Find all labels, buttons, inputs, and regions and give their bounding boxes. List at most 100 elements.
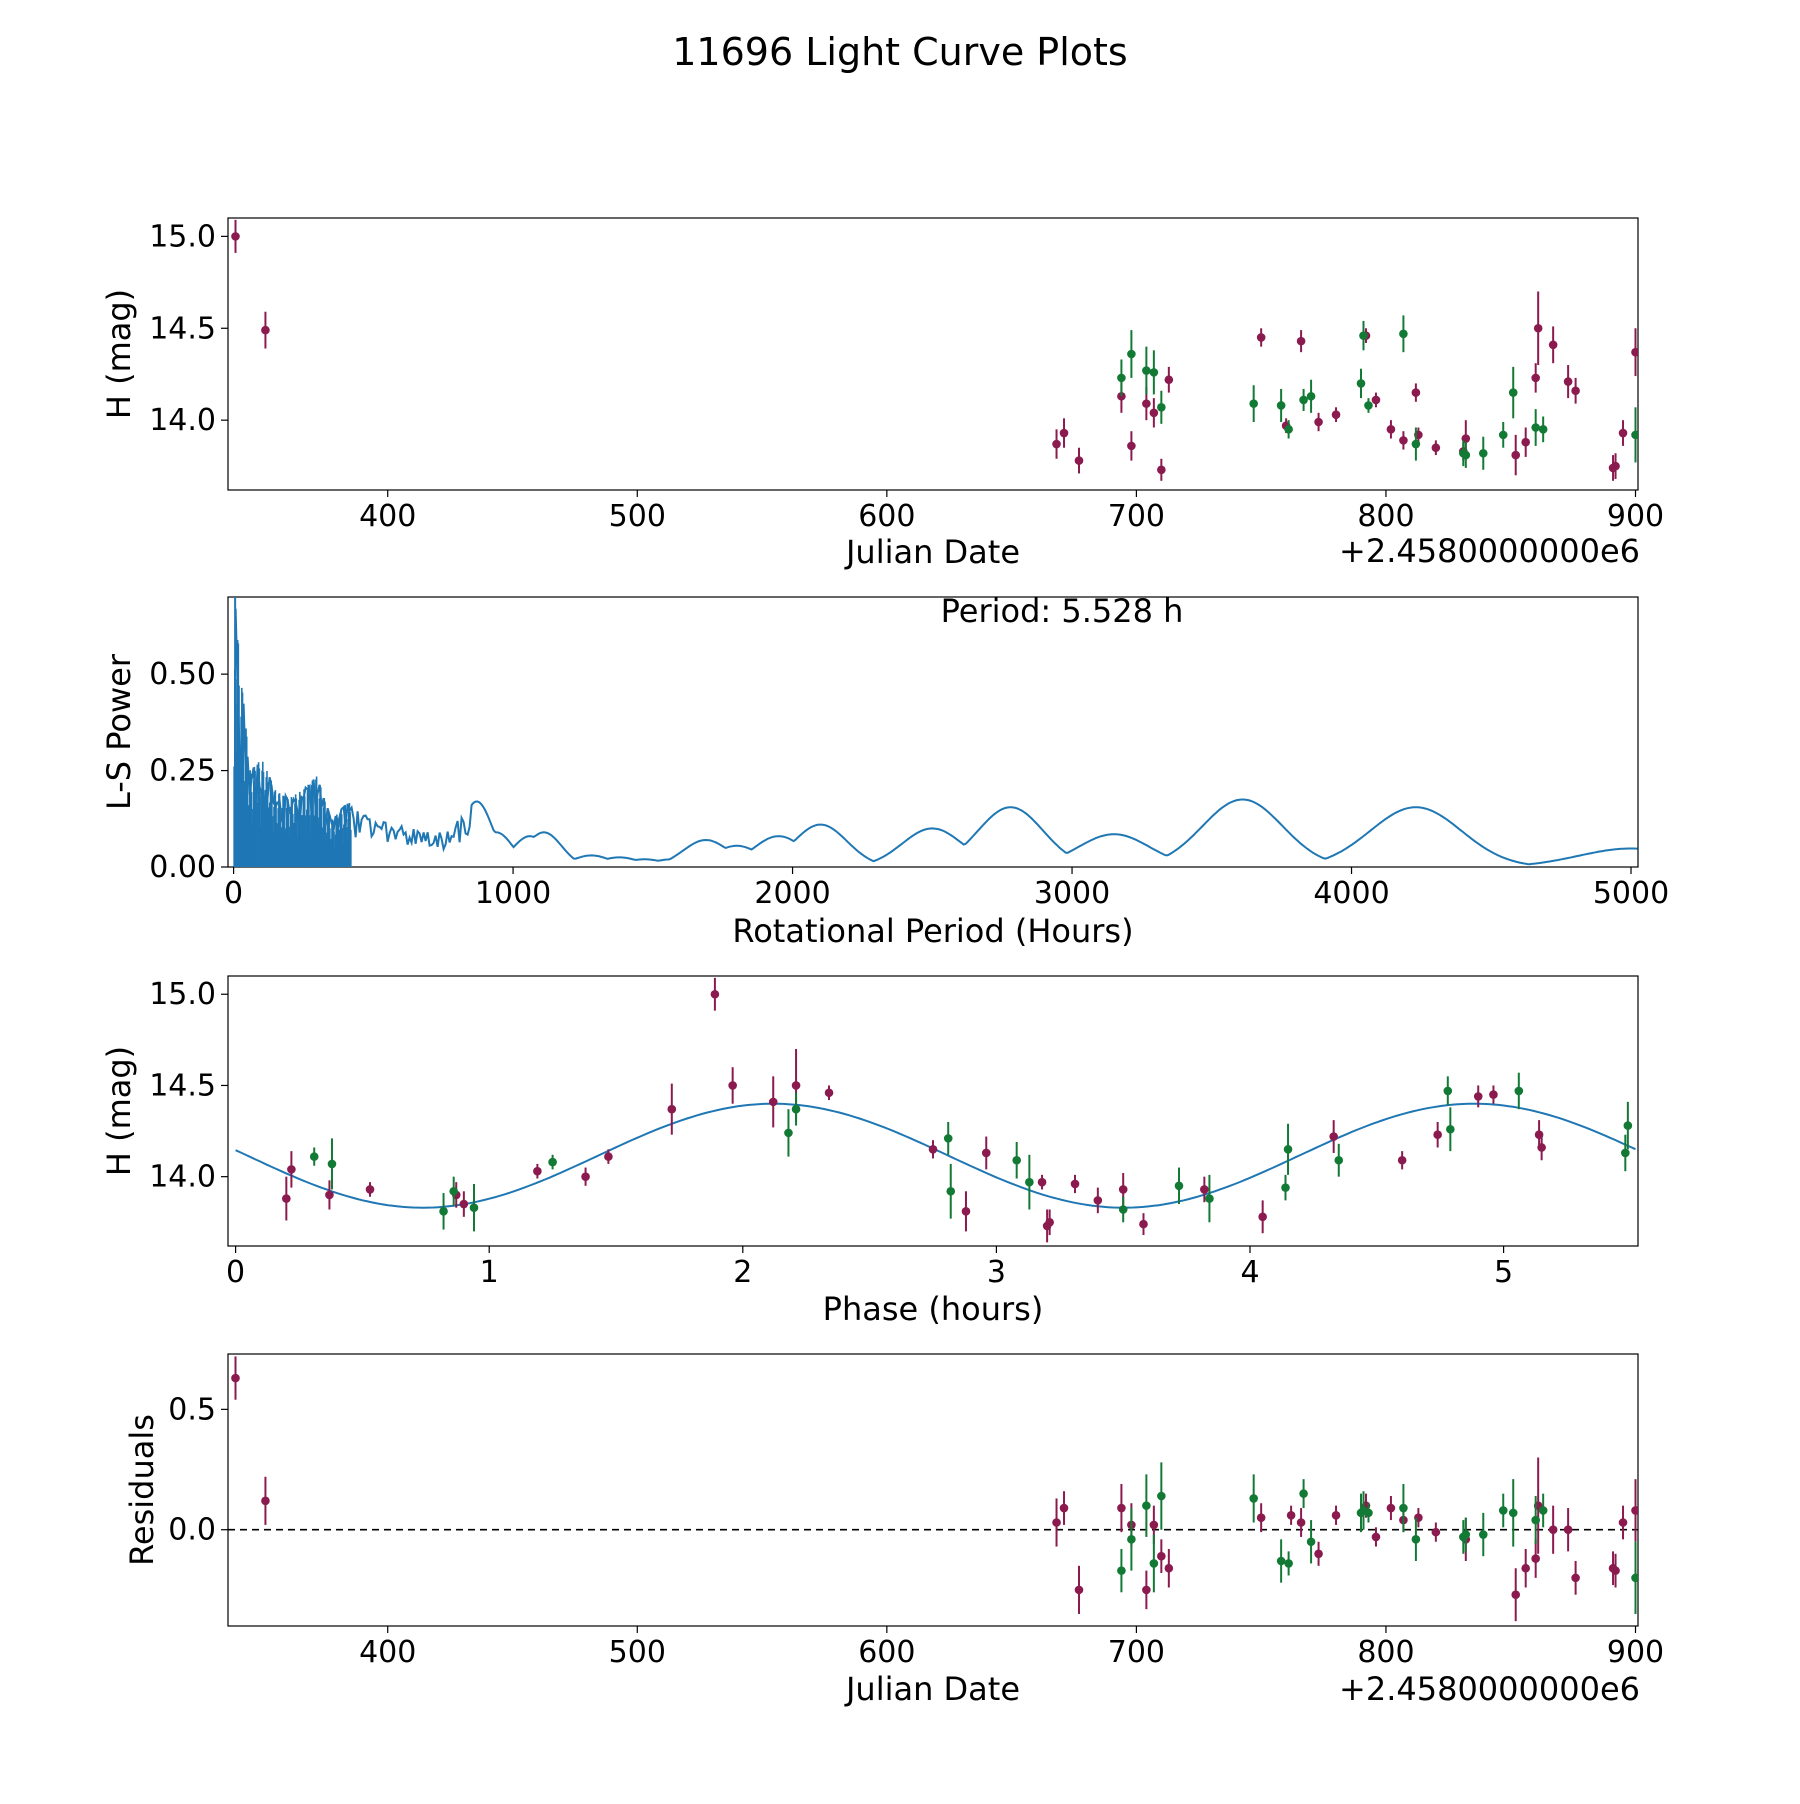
- data-point-green: [1356, 379, 1366, 388]
- data-point-green: [1249, 399, 1258, 408]
- data-point-green: [791, 1104, 801, 1114]
- data-point-green: [1461, 1530, 1471, 1539]
- x-ticks: 0 1 2 3 4 5: [226, 1246, 1513, 1290]
- data-point-red: [1631, 1506, 1638, 1515]
- data-point-red: [1537, 1143, 1546, 1152]
- sinusoid-fit-line: [235, 1102, 1636, 1209]
- data-point-red: [1127, 441, 1136, 451]
- y-tick-label: 15.0: [149, 219, 216, 254]
- panel-periodogram: 0 1000 2000 3000 4000 5000 0.00 0.25 0.50 Perio…: [100, 592, 1669, 950]
- x-tick-label: 600: [858, 1635, 915, 1670]
- data-point-green: [1364, 1508, 1373, 1518]
- x-tick-label: 400: [359, 499, 416, 534]
- data-point-red: [1074, 456, 1084, 465]
- data-point-red: [365, 1185, 375, 1194]
- data-point-red: [1399, 436, 1408, 445]
- data-point-green: [1205, 1194, 1214, 1203]
- data-point-green: [1623, 1121, 1633, 1130]
- data-point-green: [1446, 1124, 1455, 1134]
- panel-residuals: 400 500 600 700 800 900 0.0 0.5 Julian Date Re…: [123, 1353, 1664, 1708]
- data-point-red: [1531, 373, 1540, 383]
- data-point-red: [1142, 1585, 1151, 1595]
- data-point-green: [439, 1207, 448, 1216]
- data-point-green: [1142, 1501, 1151, 1510]
- data-point-green: [1283, 1145, 1293, 1154]
- data-point-red: [1045, 1217, 1054, 1227]
- data-point-red: [1371, 395, 1381, 405]
- x-tick-label: 5: [1494, 1255, 1513, 1290]
- x-offset-text: +2.4580000000e6: [1339, 1670, 1640, 1708]
- data-point-green: [1118, 1205, 1128, 1214]
- data-point-red: [1618, 1518, 1628, 1527]
- plot-frame: [227, 217, 1639, 491]
- data-point-red: [981, 1148, 991, 1158]
- x-tick-label: 1: [480, 1255, 499, 1290]
- y-axis-label: Residuals: [123, 1414, 161, 1566]
- clipped-marks: [228, 1356, 1638, 1622]
- data-point-green: [469, 1203, 479, 1212]
- y-tick-label: 14.5: [149, 1068, 216, 1103]
- data-point-green: [1359, 331, 1368, 340]
- data-point-red: [1511, 450, 1521, 460]
- data-point-red: [231, 1373, 240, 1383]
- data-point-green: [1306, 1537, 1316, 1547]
- data-point-red: [1052, 1518, 1061, 1527]
- data-point-green: [1514, 1086, 1524, 1096]
- data-point-red: [1473, 1092, 1483, 1101]
- x-tick-label: 2000: [754, 876, 830, 911]
- data-point-red: [667, 1104, 677, 1114]
- data-point-red: [1611, 1566, 1620, 1575]
- x-tick-label: 2: [733, 1255, 752, 1290]
- data-point-red: [261, 1496, 270, 1506]
- data-point-green: [943, 1134, 953, 1143]
- x-tick-label: 400: [359, 1635, 416, 1670]
- data-point-red: [1611, 461, 1620, 471]
- data-marks: [235, 977, 1636, 1243]
- data-point-red: [1070, 1179, 1080, 1189]
- data-point-red: [1296, 1518, 1306, 1527]
- y-tick-label: 14.0: [149, 403, 216, 438]
- x-ticks: 400 500 600 700 800 900: [359, 490, 1664, 534]
- data-point-red: [1329, 1132, 1338, 1141]
- x-tick-label: 800: [1357, 1635, 1414, 1670]
- x-tick-label: 1000: [475, 876, 551, 911]
- data-point-red: [928, 1145, 938, 1154]
- data-point-red: [1563, 377, 1573, 386]
- data-point-green: [1531, 423, 1540, 432]
- data-point-red: [1563, 1525, 1573, 1535]
- data-point-green: [1281, 1183, 1290, 1192]
- data-point-red: [1618, 428, 1628, 438]
- data-point-red: [1157, 465, 1166, 475]
- data-point-red: [1200, 1185, 1209, 1194]
- data-point-red: [1431, 1527, 1441, 1537]
- data-point-red: [282, 1194, 291, 1203]
- data-point-red: [1118, 1185, 1128, 1194]
- data-point-red: [1256, 333, 1266, 342]
- data-point-green: [1399, 329, 1408, 339]
- data-point-green: [309, 1152, 319, 1161]
- data-point-red: [1286, 1510, 1296, 1520]
- x-ticks: 400 500 600 700 800 900: [359, 1626, 1664, 1670]
- data-point-green: [1276, 401, 1286, 410]
- y-axis-label: H (mag): [100, 289, 138, 419]
- clipped-marks: [231, 219, 1638, 481]
- data-point-red: [1371, 1532, 1381, 1542]
- y-axis-label: H (mag): [100, 1046, 138, 1176]
- data-point-green: [1306, 391, 1316, 401]
- data-point-green: [1621, 1148, 1630, 1158]
- data-point-green: [1478, 448, 1488, 458]
- data-point-green: [1117, 1566, 1126, 1575]
- data-point-red: [1571, 1573, 1580, 1583]
- data-point-green: [1012, 1155, 1021, 1165]
- data-point-red: [961, 1207, 971, 1216]
- plot-frame: [227, 975, 1639, 1247]
- data-point-green: [1538, 1506, 1548, 1515]
- data-point-green: [1411, 439, 1421, 449]
- y-tick-label: 0.5: [168, 1392, 216, 1427]
- data-point-green: [1631, 1573, 1638, 1583]
- data-point-red: [1258, 1212, 1267, 1222]
- data-point-red: [1314, 417, 1323, 427]
- data-point-red: [1074, 1585, 1084, 1595]
- x-tick-label: 5000: [1593, 876, 1669, 911]
- y-tick-label: 0.25: [149, 754, 216, 789]
